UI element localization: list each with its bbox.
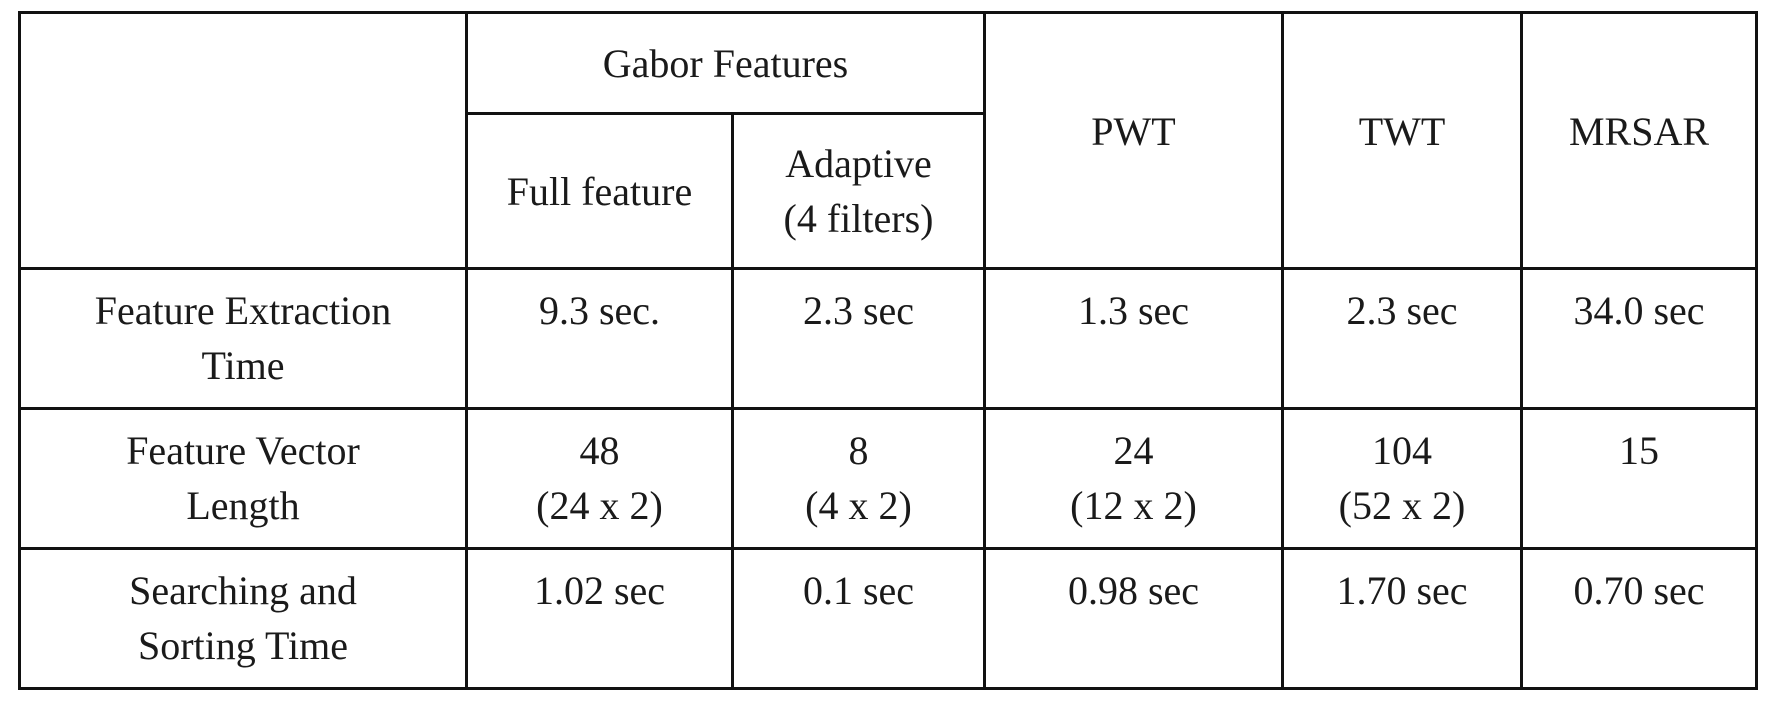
cell-adaptive: 2.3 sec xyxy=(731,267,986,410)
cell-mrsar: 15 xyxy=(1520,407,1758,550)
row-label-line: Feature Vector xyxy=(126,428,360,473)
header-row-sub: Full feature Adaptive (4 filters) xyxy=(20,112,1757,270)
cell-value-line: (24 x 2) xyxy=(536,483,663,528)
cell-value-line: (52 x 2) xyxy=(1338,483,1466,528)
header-corner-cell xyxy=(18,11,468,270)
row-label-line: Sorting Time xyxy=(137,623,349,668)
cell-value-line: 24 xyxy=(1113,428,1154,473)
row-label-line: Time xyxy=(201,343,285,388)
cell-value-line: 1.70 sec xyxy=(1336,568,1468,613)
cell-pwt: 0.98 sec xyxy=(983,547,1284,690)
cell-value-line: 0.1 sec xyxy=(802,568,915,613)
cell-value-line: 48 xyxy=(579,428,620,473)
cell-value-line: 8 xyxy=(848,428,869,473)
feature-comparison-table: Gabor Features PWT TWT MRSAR Full featur… xyxy=(18,11,1758,690)
cell-value-line: 2.3 sec xyxy=(802,288,915,333)
cell-value-line: 1.02 sec xyxy=(533,568,666,613)
cell-pwt: 1.3 sec xyxy=(983,267,1284,410)
cell-full-feature: 9.3 sec. xyxy=(465,267,734,410)
header-full-feature: Full feature xyxy=(465,112,734,270)
cell-full-feature: 48 (24 x 2) xyxy=(465,407,734,550)
table-body: Feature Extraction Time 9.3 sec. 2.3 sec 1.3… xyxy=(18,267,1758,690)
cell-adaptive: 8 (4 x 2) xyxy=(731,407,986,550)
header-row-top: Gabor Features PWT TWT MRSAR xyxy=(18,11,1758,270)
comparison-table-container: Gabor Features PWT TWT MRSAR Full featur… xyxy=(18,11,1758,690)
row-label-cell: Feature Vector Length xyxy=(18,407,468,550)
cell-value-line: (4 x 2) xyxy=(805,483,912,528)
cell-value-line: 2.3 sec xyxy=(1346,288,1458,333)
table-row: Searching and Sorting Time 1.02 sec 0.1 sec… xyxy=(18,547,1758,690)
header-adaptive-line-2: (4 filters) xyxy=(783,196,934,241)
cell-value-line: (12 x 2) xyxy=(1070,483,1197,528)
cell-value-line: 0.98 sec xyxy=(1067,568,1200,613)
row-label-line: Length xyxy=(186,483,300,528)
cell-value-line: 15 xyxy=(1619,428,1659,473)
cell-twt: 1.70 sec xyxy=(1281,547,1523,690)
cell-value-line: 34.0 sec xyxy=(1573,288,1705,333)
header-twt: TWT xyxy=(1281,11,1523,270)
cell-value-line: 104 xyxy=(1372,428,1432,473)
cell-value-line: 9.3 sec. xyxy=(538,288,661,333)
row-label-line: Feature Extraction xyxy=(94,288,392,333)
cell-twt: 104 (52 x 2) xyxy=(1281,407,1523,550)
header-mrsar: MRSAR xyxy=(1520,11,1758,270)
cell-adaptive: 0.1 sec xyxy=(731,547,986,690)
cell-twt: 2.3 sec xyxy=(1281,267,1523,410)
header-adaptive: Adaptive (4 filters) xyxy=(731,112,986,270)
cell-full-feature: 1.02 sec xyxy=(465,547,734,690)
table-row: Feature Extraction Time 9.3 sec. 2.3 sec 1.3… xyxy=(18,267,1758,410)
cell-mrsar: 34.0 sec xyxy=(1520,267,1758,410)
cell-value-line: 0.70 sec xyxy=(1573,568,1705,613)
row-label-line: Searching and xyxy=(129,568,357,613)
table-row: Feature Vector Length 48 (24 x 2) 8 (4 x 2) 24… xyxy=(18,407,1758,550)
header-gabor-features: Gabor Features xyxy=(465,11,986,115)
cell-pwt: 24 (12 x 2) xyxy=(983,407,1284,550)
cell-value-line: 1.3 sec xyxy=(1077,288,1190,333)
cell-mrsar: 0.70 sec xyxy=(1520,547,1758,690)
header-pwt: PWT xyxy=(983,11,1284,270)
header-adaptive-line-1: Adaptive xyxy=(785,141,932,186)
row-label-cell: Searching and Sorting Time xyxy=(18,547,468,690)
row-label-cell: Feature Extraction Time xyxy=(18,267,468,410)
